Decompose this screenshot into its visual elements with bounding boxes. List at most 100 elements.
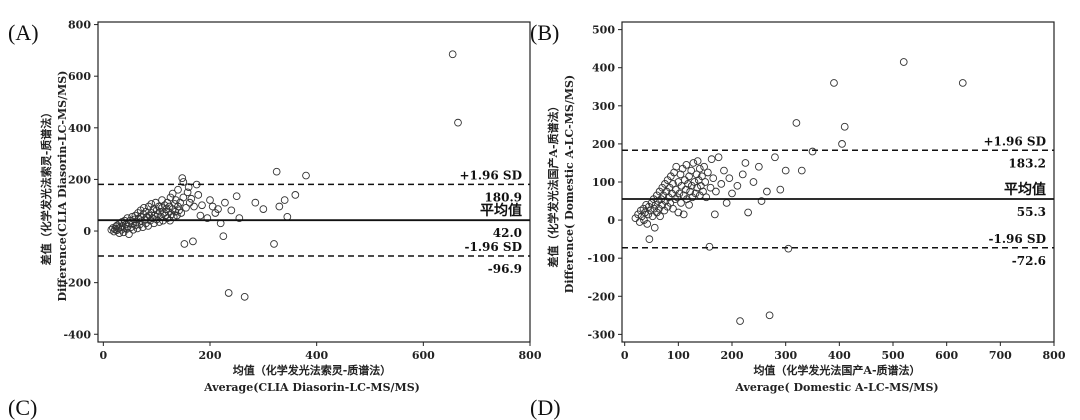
panel-a-data-point	[180, 240, 189, 248]
panel-a-data-point	[280, 196, 289, 204]
panel-a-data-point	[174, 185, 182, 194]
panel-c-label: (C)	[8, 395, 37, 420]
panel-a-ytick-label: -200	[63, 277, 91, 290]
panel-b-data-point	[736, 317, 744, 325]
panel-b-upper-value: 183.2	[1008, 156, 1046, 170]
panel-a-data-point	[259, 205, 268, 213]
panel-a-data-point	[196, 211, 205, 220]
panel-b-xtick-label: 100	[667, 349, 690, 362]
panel-a-data-point	[272, 167, 281, 176]
panel-b-xtick-label: 600	[935, 349, 958, 362]
panel-b-lower-label: -1.96 SD	[989, 232, 1046, 246]
panel-a-xtick-label: 600	[412, 349, 435, 362]
panel-a-data-point	[219, 232, 228, 241]
panel-b-data-point	[771, 153, 779, 162]
panel-a-data-point	[140, 203, 148, 212]
panel-a-data-point	[125, 230, 133, 238]
panel-b-xtick-label: 400	[828, 349, 851, 362]
panel-b-data-point	[682, 161, 691, 169]
panel-b-ylabel-cn: 差值（化学发光法国产A-质谱法）	[546, 100, 560, 267]
panel-b-data-point	[741, 159, 750, 167]
panel-b-data-point	[763, 187, 771, 196]
panel-a-label: (A)	[8, 20, 39, 45]
panel-a-data-point	[179, 178, 188, 186]
panel-a-data-point	[175, 206, 183, 215]
panel-a-data-point	[194, 191, 203, 199]
panel-a-data-point	[179, 193, 188, 202]
panel-b-data-point	[749, 178, 758, 186]
panel-a-ylabel-cn: 差值（化学发光法索灵-质谱法）	[39, 107, 53, 266]
panel-b-data-point	[784, 244, 793, 253]
panel-a-plot-frame	[97, 21, 531, 343]
panel-a-mean-label: 平均值	[480, 202, 522, 219]
panel-b-data-point	[663, 202, 672, 211]
panel-b-data-point	[702, 193, 711, 202]
panel-b-data-point	[687, 181, 696, 190]
panel-b-data-point	[643, 220, 652, 228]
panel-a-ytick-label: -400	[63, 328, 91, 341]
panel-a-data-point	[147, 200, 156, 208]
panel-b-data-point	[776, 185, 785, 194]
panel-a-data-point	[129, 225, 138, 234]
panel-b-data-point	[656, 212, 664, 221]
panel-b-data-point	[704, 168, 712, 177]
panel-b-data-point	[744, 208, 752, 217]
panel-b-upper-label: +1.96 SD	[983, 134, 1046, 148]
panel-a-data-point	[291, 191, 300, 199]
panel-a-xtick-label: 400	[305, 349, 328, 362]
panel-b-data-point	[707, 155, 716, 163]
panel-b-xtick-label: 0	[621, 349, 629, 362]
panel-a-data-point	[189, 237, 197, 246]
panel-b-data-point	[757, 197, 766, 205]
panel-a-data-point	[235, 214, 244, 222]
panel-a-lower-value: -96.9	[488, 262, 522, 276]
panel-a-data-point	[144, 202, 153, 211]
panel-b-ytick-label: 0	[607, 214, 615, 227]
panel-b-xtick-label: 500	[882, 349, 905, 362]
panel-b-ytick-label: -100	[587, 252, 615, 265]
panel-b-data-point	[698, 172, 706, 181]
panel-b-data-point	[717, 180, 726, 188]
panel-a-data-point	[270, 240, 278, 248]
panel-a-data-point	[221, 198, 229, 207]
panel-b-data-point	[706, 183, 715, 192]
panel-b-ytick-label: -300	[587, 328, 615, 341]
panel-b-data-point	[722, 199, 731, 207]
panel-b-ytick-label: 100	[592, 176, 615, 189]
panel-b-data-point	[720, 166, 728, 175]
panel-b-xlabel-cn: 均值（化学发光法国产A-质谱法）	[753, 363, 920, 377]
panel-a-data-point	[183, 188, 192, 197]
panel-b-data-point	[958, 79, 967, 87]
panel-a-data-point	[178, 174, 187, 182]
panel-b-data-point	[650, 204, 659, 213]
panel-a-data-point	[283, 212, 292, 221]
panel-b-xtick-label: 700	[989, 349, 1012, 362]
panel-b-data-point	[693, 157, 702, 165]
panel-a-data-point	[203, 214, 212, 222]
panel-a-upper-value: 180.9	[484, 190, 522, 204]
panel-b-data-point	[644, 202, 653, 211]
panel-b-xlabel-en: Average( Domestic A-LC-MS/MS)	[734, 381, 938, 394]
panel-b-ytick-label: 300	[592, 100, 615, 113]
panel-b-data-point	[636, 206, 645, 215]
panel-a-data-point	[124, 222, 132, 231]
panel-a-xlabel-en: Average(CLIA Diasorin-LC-MS/MS)	[203, 381, 420, 394]
panel-b-data-point	[899, 58, 908, 66]
panel-b-data-point	[672, 162, 681, 171]
panel-a-ylabel-en: Difference(CLIA Diasorin-LC-MS/MS)	[56, 71, 69, 302]
panel-a-data-point	[185, 198, 194, 207]
panel-a-data-point	[174, 202, 182, 211]
panel-b-mean-value: 55.3	[1017, 205, 1046, 219]
panel-a-data-point	[190, 202, 198, 211]
panel-b-plot-frame	[621, 21, 1055, 343]
panel-a-data-point	[275, 202, 284, 211]
panel-b-data-point	[687, 166, 696, 175]
panel-a-data-point	[168, 189, 177, 198]
panel-b-data-point	[691, 189, 700, 198]
panel-b-ytick-label: -200	[587, 290, 615, 303]
panel-b-data-point	[728, 189, 736, 198]
panel-b-data-point	[699, 187, 707, 196]
panel-a-xtick-label: 0	[100, 349, 108, 362]
panel-b-data-point	[709, 174, 718, 183]
panel-a-data-point	[160, 201, 169, 210]
